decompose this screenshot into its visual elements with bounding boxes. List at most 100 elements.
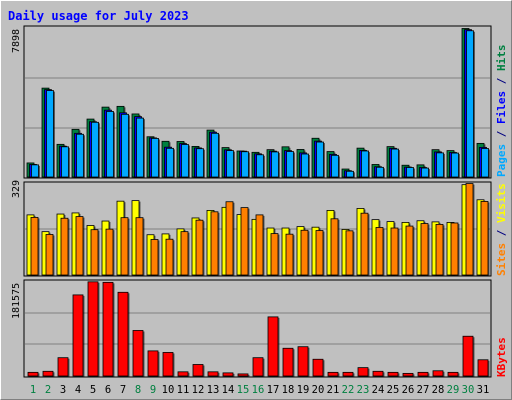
day-label-4: 4: [75, 384, 81, 396]
bar-pages-day-26: [406, 167, 415, 178]
day-label-16: 16: [252, 384, 265, 396]
bar-pages-day-23: [361, 150, 370, 178]
bar-pages-day-27: [421, 167, 430, 178]
chart-title: Daily usage for July 2023: [8, 9, 189, 23]
day-label-8: 8: [135, 384, 141, 396]
bar-pages-day-4: [76, 133, 85, 178]
day-label-18: 18: [282, 384, 295, 396]
bar-sites-day-18: [285, 233, 295, 276]
bar-sites-day-27: [420, 223, 430, 276]
bar-sites-day-2: [45, 234, 55, 276]
bar-pages-day-28: [436, 152, 445, 178]
legend-kbytes: KBytes: [495, 337, 508, 377]
day-label-17: 17: [267, 384, 280, 396]
bar-pages-day-30: [466, 30, 475, 178]
day-label-12: 12: [192, 384, 205, 396]
hits-axis-legend: Pages / Files / Hits: [495, 45, 508, 178]
bar-kbytes-day-1: [27, 371, 40, 377]
bar-sites-day-23: [360, 212, 370, 276]
day-label-9: 9: [150, 384, 156, 396]
bar-pages-day-3: [61, 146, 70, 178]
bar-pages-day-7: [121, 113, 130, 178]
bar-pages-day-1: [31, 164, 40, 178]
day-label-23: 23: [357, 384, 370, 396]
bar-sites-day-8: [135, 217, 145, 276]
legend-sep-1: /: [495, 124, 508, 144]
legend-files: Files: [495, 91, 508, 124]
bar-sites-day-25: [390, 227, 400, 276]
day-label-25: 25: [387, 384, 400, 396]
bar-sites-day-21: [330, 218, 340, 276]
bar-pages-day-6: [106, 111, 115, 178]
bar-sites-day-16: [255, 214, 265, 276]
bar-pages-day-5: [91, 121, 100, 178]
bar-kbytes-day-9: [147, 350, 160, 377]
bar-pages-day-22: [346, 170, 355, 178]
bar-kbytes-day-21: [327, 371, 340, 377]
bar-sites-day-1: [30, 216, 40, 276]
day-label-3: 3: [60, 384, 66, 396]
bar-sites-day-19: [300, 229, 310, 276]
day-label-13: 13: [207, 384, 220, 396]
day-label-30: 30: [462, 384, 475, 396]
hits-max-label: 7898: [11, 29, 22, 53]
bar-kbytes-day-28: [432, 370, 445, 377]
kbytes-max-label: 181575: [11, 283, 22, 319]
bar-kbytes-day-29: [447, 371, 460, 377]
bar-kbytes-day-12: [192, 364, 205, 377]
visits-axis-legend: Sites / Visits: [495, 183, 508, 276]
bar-kbytes-day-26: [402, 372, 415, 377]
bar-pages-day-31: [481, 148, 490, 178]
bar-kbytes-day-6: [102, 281, 115, 377]
bar-sites-day-24: [375, 227, 385, 276]
bar-kbytes-day-2: [42, 370, 55, 377]
day-label-27: 27: [417, 384, 430, 396]
bar-sites-day-5: [90, 229, 100, 276]
bar-kbytes-day-13: [207, 371, 220, 377]
day-label-5: 5: [90, 384, 96, 396]
bar-kbytes-day-3: [57, 357, 70, 377]
bar-pages-day-8: [136, 117, 145, 178]
bar-pages-day-19: [301, 153, 310, 178]
bar-kbytes-day-23: [357, 367, 370, 377]
day-label-10: 10: [162, 384, 175, 396]
day-label-1: 1: [30, 384, 36, 396]
bar-kbytes-day-15: [237, 373, 250, 377]
bar-pages-day-13: [211, 132, 220, 178]
bar-pages-day-15: [241, 151, 250, 178]
bar-sites-day-30: [465, 183, 475, 276]
bar-kbytes-day-18: [282, 347, 295, 377]
day-label-19: 19: [297, 384, 310, 396]
day-label-11: 11: [177, 384, 190, 396]
bar-pages-day-16: [256, 154, 265, 178]
bar-pages-day-17: [271, 151, 280, 178]
bar-kbytes-day-5: [87, 281, 100, 377]
bar-pages-day-14: [226, 150, 235, 178]
day-label-20: 20: [312, 384, 325, 396]
bar-pages-day-9: [151, 138, 160, 178]
bar-sites-day-17: [270, 233, 280, 276]
bar-sites-day-28: [435, 223, 445, 276]
bar-pages-day-11: [181, 144, 190, 178]
bar-kbytes-day-30: [462, 335, 475, 377]
day-label-29: 29: [447, 384, 460, 396]
bar-pages-day-24: [376, 166, 385, 178]
day-label-26: 26: [402, 384, 415, 396]
bar-kbytes-day-17: [267, 316, 280, 377]
bar-kbytes-day-22: [342, 371, 355, 377]
legend-hits: Hits: [495, 45, 508, 72]
bar-sites-day-7: [120, 217, 130, 276]
bar-kbytes-day-10: [162, 352, 175, 377]
bar-kbytes-day-7: [117, 291, 130, 377]
bar-kbytes-day-14: [222, 372, 235, 377]
bar-sites-day-4: [75, 216, 85, 276]
bar-pages-day-20: [316, 141, 325, 178]
bar-sites-day-12: [195, 219, 205, 276]
bar-kbytes-day-27: [417, 371, 430, 377]
bar-sites-day-15: [240, 207, 250, 276]
bar-sites-day-26: [405, 225, 415, 276]
bar-sites-day-22: [345, 230, 355, 276]
bar-sites-day-10: [165, 238, 175, 276]
